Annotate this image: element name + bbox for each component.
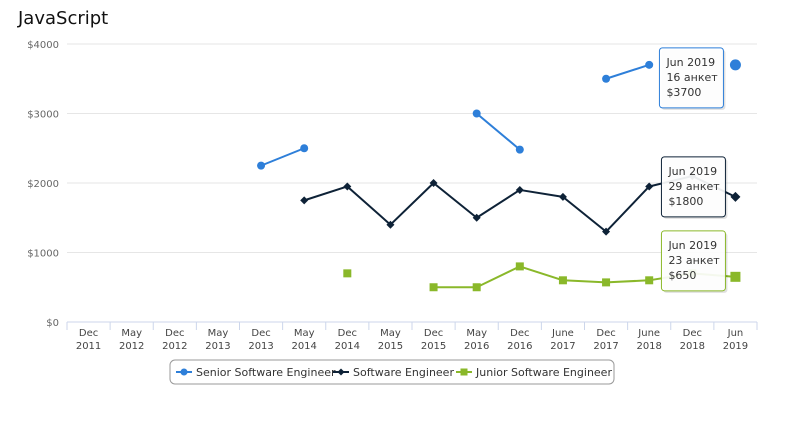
legend-marker (460, 368, 468, 376)
y-tick-label: $1000 (27, 249, 59, 260)
x-tick-label: Dec 2016 (507, 328, 532, 352)
tooltip-text: Jun 2019 (667, 165, 717, 178)
x-tick-label: Dec 2017 (593, 328, 618, 352)
tooltip: Jun 2019 29 анкет $1800 (660, 156, 728, 219)
tooltip-text: 29 анкет (668, 180, 720, 193)
tooltip-box (660, 156, 726, 218)
legend-label: Software Engineer (353, 366, 454, 379)
data-point (472, 283, 481, 292)
x-tick-label: Dec 2014 (335, 328, 360, 352)
data-point (429, 283, 438, 292)
legend-marker (180, 368, 188, 376)
x-tick-label: Dec 2013 (248, 328, 273, 352)
x-tick-label: Dec 2012 (162, 328, 187, 352)
data-point (343, 182, 352, 191)
x-tick-label: May 2012 (119, 328, 144, 352)
data-point (602, 227, 611, 236)
y-tick-label: $3000 (27, 110, 59, 121)
x-tick-label: May 2014 (291, 328, 316, 352)
data-point (257, 161, 266, 170)
data-point (645, 182, 654, 191)
x-tick-label: May 2016 (464, 328, 489, 352)
legend-item: Junior Software Engineer (456, 366, 612, 379)
tooltip-box (660, 230, 726, 292)
tooltip-text: $3700 (666, 86, 701, 99)
x-tick-label: Dec 2015 (421, 328, 446, 352)
data-point (429, 179, 438, 187)
y-tick-label: $4000 (27, 40, 59, 51)
tooltip-text: 16 анкет (666, 71, 718, 84)
data-point (515, 185, 524, 194)
x-tick-label: May 2015 (378, 328, 403, 352)
series-line (476, 112, 521, 151)
data-point (515, 145, 524, 154)
tooltip-text: $1800 (668, 195, 703, 208)
data-point (602, 278, 611, 287)
x-tick-label: June 2018 (636, 328, 661, 352)
legend-item: Senior Software Engineer (176, 366, 336, 379)
data-point (730, 191, 741, 202)
tooltip-text: Jun 2019 (665, 56, 715, 69)
legend-marker (337, 368, 345, 376)
data-point (472, 213, 481, 222)
y-tick-label: $2000 (27, 179, 59, 190)
data-point (730, 271, 741, 282)
series-senior-software-engineer (260, 63, 650, 167)
series-line (260, 147, 305, 167)
series-line (605, 63, 650, 80)
data-point (729, 59, 741, 71)
data-point (558, 192, 567, 201)
tooltip: Jun 2019 23 анкет $650 (660, 230, 728, 293)
data-point (472, 109, 481, 118)
legend-label: Senior Software Engineer (196, 366, 336, 379)
data-point (300, 196, 309, 205)
data-point (515, 262, 524, 271)
data-point (645, 276, 654, 285)
page-title: JavaScript (18, 8, 109, 29)
tooltip: Jun 2019 16 анкет $3700 (658, 47, 726, 110)
legend: Senior Software Engineer Software Enginee… (169, 359, 615, 385)
x-tick-label: Jun 2019 (723, 328, 748, 352)
data-point (386, 220, 395, 229)
y-tick-label: $0 (46, 318, 59, 329)
data-point (602, 74, 611, 83)
data-point (558, 276, 567, 285)
tooltip-text: Jun 2019 (667, 239, 717, 252)
legend-label: Junior Software Engineer (475, 366, 612, 379)
data-point (343, 269, 352, 278)
tooltip-text: $650 (668, 269, 696, 282)
tooltip-box (658, 47, 724, 109)
data-point (300, 144, 309, 153)
x-tick-label: Dec 2011 (76, 328, 101, 352)
data-point (645, 60, 654, 69)
legend-box (169, 359, 615, 385)
x-tick-label: Dec 2018 (680, 328, 705, 352)
x-tick-label: June 2017 (550, 328, 575, 352)
tooltip-text: 23 анкет (668, 254, 720, 267)
x-tick-label: May 2013 (205, 328, 230, 352)
